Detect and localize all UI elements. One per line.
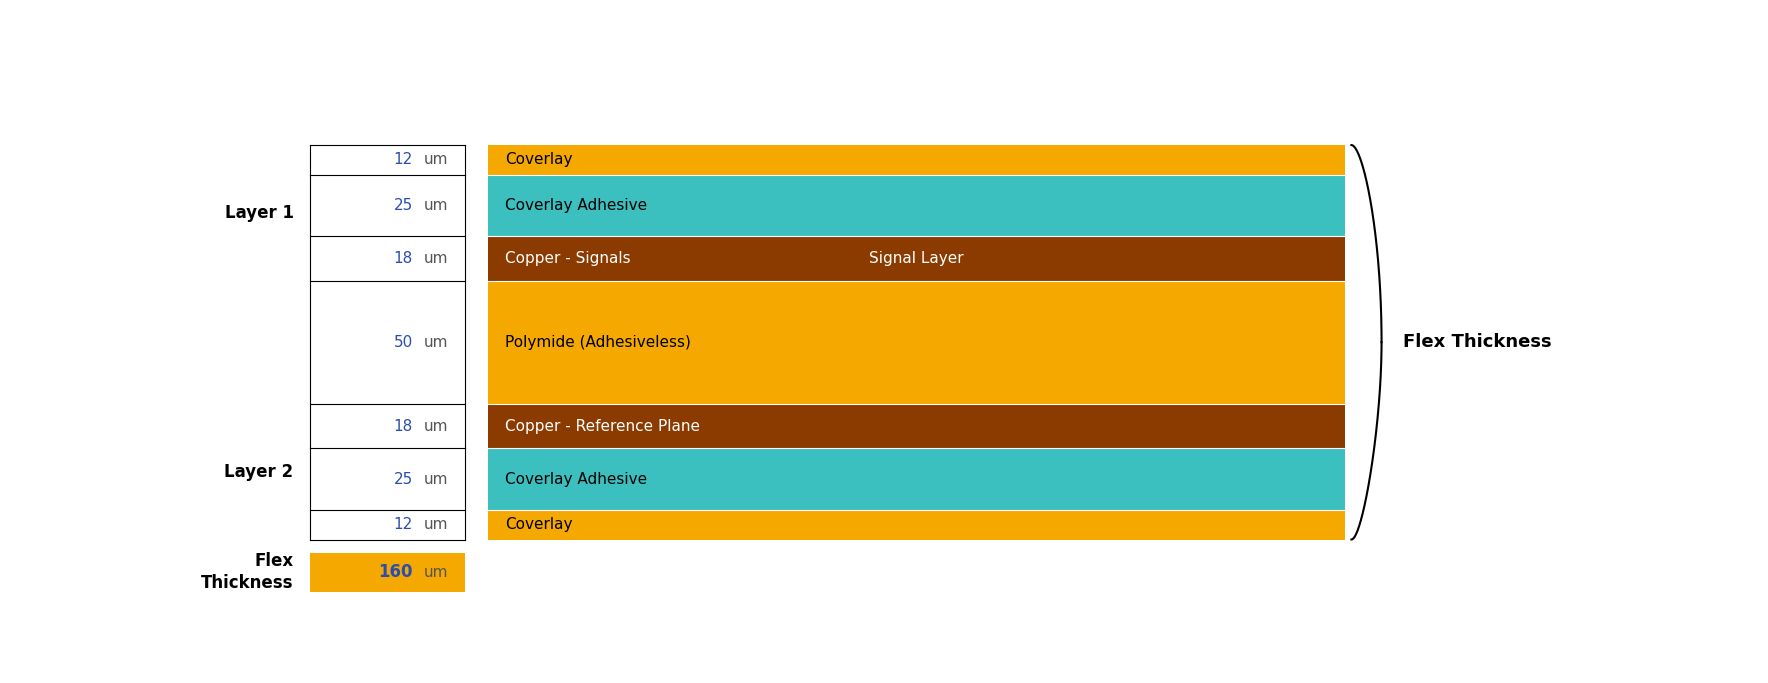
Text: um: um — [424, 152, 449, 167]
Text: um: um — [424, 335, 449, 350]
Text: Coverlay: Coverlay — [504, 152, 573, 167]
FancyBboxPatch shape — [488, 448, 1345, 510]
FancyBboxPatch shape — [488, 236, 1345, 281]
FancyBboxPatch shape — [488, 510, 1345, 540]
Text: um: um — [424, 198, 449, 213]
Text: Coverlay Adhesive: Coverlay Adhesive — [504, 471, 647, 486]
FancyBboxPatch shape — [488, 145, 1345, 175]
Text: Flex
Thickness: Flex Thickness — [202, 553, 293, 592]
Text: 25: 25 — [394, 198, 414, 213]
Text: Layer 2: Layer 2 — [225, 462, 293, 481]
Text: um: um — [424, 517, 449, 532]
Text: Copper - Reference Plane: Copper - Reference Plane — [504, 419, 700, 434]
Text: 12: 12 — [394, 152, 414, 167]
Text: Polymide (Adhesiveless): Polymide (Adhesiveless) — [504, 335, 691, 350]
Text: 25: 25 — [394, 471, 414, 486]
FancyBboxPatch shape — [488, 281, 1345, 404]
FancyBboxPatch shape — [488, 175, 1345, 236]
Text: 160: 160 — [378, 563, 414, 581]
Text: um: um — [424, 565, 449, 580]
FancyBboxPatch shape — [488, 404, 1345, 448]
Text: 12: 12 — [394, 517, 414, 532]
Text: 50: 50 — [394, 335, 414, 350]
Text: um: um — [424, 251, 449, 266]
Text: um: um — [424, 419, 449, 434]
Text: Coverlay Adhesive: Coverlay Adhesive — [504, 198, 647, 213]
Text: 18: 18 — [394, 419, 414, 434]
FancyBboxPatch shape — [309, 553, 465, 592]
Text: Copper - Signals: Copper - Signals — [504, 251, 629, 266]
Text: Signal Layer: Signal Layer — [870, 251, 964, 266]
Text: 18: 18 — [394, 251, 414, 266]
Text: Layer 1: Layer 1 — [225, 204, 293, 222]
Text: Coverlay: Coverlay — [504, 517, 573, 532]
Text: um: um — [424, 471, 449, 486]
Text: Flex Thickness: Flex Thickness — [1404, 333, 1552, 351]
